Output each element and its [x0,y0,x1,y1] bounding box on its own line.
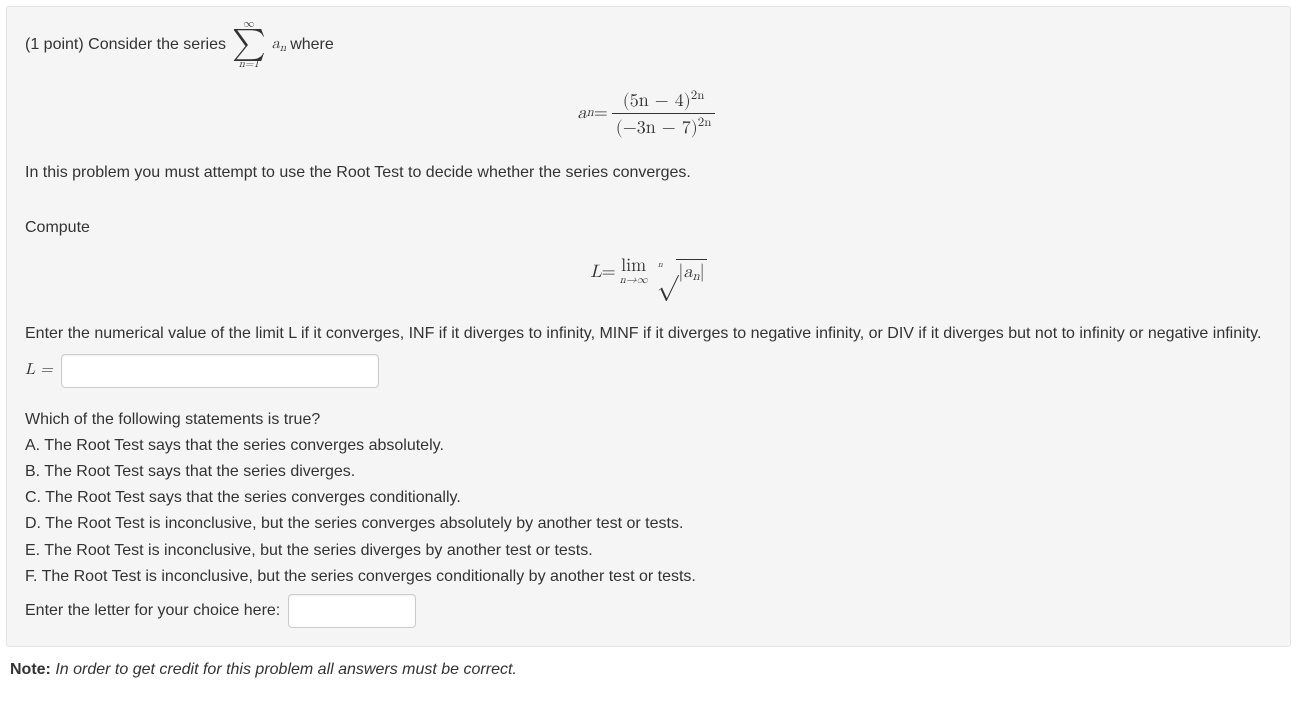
choice-input-row: Enter the letter for your choice here: [25,594,1272,628]
multiple-choice-block: Which of the following statements is tru… [25,408,1272,628]
credit-note: Note: In order to get credit for this pr… [10,661,1287,679]
points-and-consider: (1 point) Consider the series [25,33,226,56]
sigma-lower: n=1 [239,59,259,70]
choice-D: D. The Root Test is inconclusive, but th… [25,512,1272,535]
where-text: where [290,33,334,56]
choice-C: C. The Root Test says that the series co… [25,486,1272,509]
L-equals-label: L = [25,361,53,380]
prompt-line-1: (1 point) Consider the series ∞ ∑ n=1 an… [25,19,1272,70]
limit-input[interactable] [61,354,379,388]
fraction: (5n − 4)2n (−3n − 7)2n [612,88,716,139]
limit-entry-instructions: Enter the numerical value of the limit L… [25,322,1272,345]
choice-B: B. The Root Test says that the series di… [25,460,1272,483]
equation-an: an = (5n − 4)2n (−3n − 7)2n [25,88,1272,139]
equation-limit: L = lim n→∞ n √ |an| [25,257,1272,286]
an-term: an [272,32,286,58]
choice-E: E. The Root Test is inconclusive, but th… [25,539,1272,562]
note-bold: Note: [10,661,51,678]
limit-operator: lim n→∞ [620,257,648,286]
sigma-symbol: ∑ [232,30,266,59]
choice-A: A. The Root Test says that the series co… [25,434,1272,457]
nth-root: n √ |an| [652,259,707,285]
choice-input[interactable] [288,594,416,628]
sigma-operator: ∞ ∑ n=1 [232,19,266,70]
choices-question: Which of the following statements is tru… [25,408,1272,431]
problem-panel: (1 point) Consider the series ∞ ∑ n=1 an… [6,6,1291,647]
compute-label: Compute [25,216,1272,239]
choice-F: F. The Root Test is inconclusive, but th… [25,565,1272,588]
choice-input-label: Enter the letter for your choice here: [25,602,280,620]
limit-input-row: L = [25,354,1272,388]
note-text: In order to get credit for this problem … [51,661,517,678]
instruction-root-test: In this problem you must attempt to use … [25,161,1272,184]
